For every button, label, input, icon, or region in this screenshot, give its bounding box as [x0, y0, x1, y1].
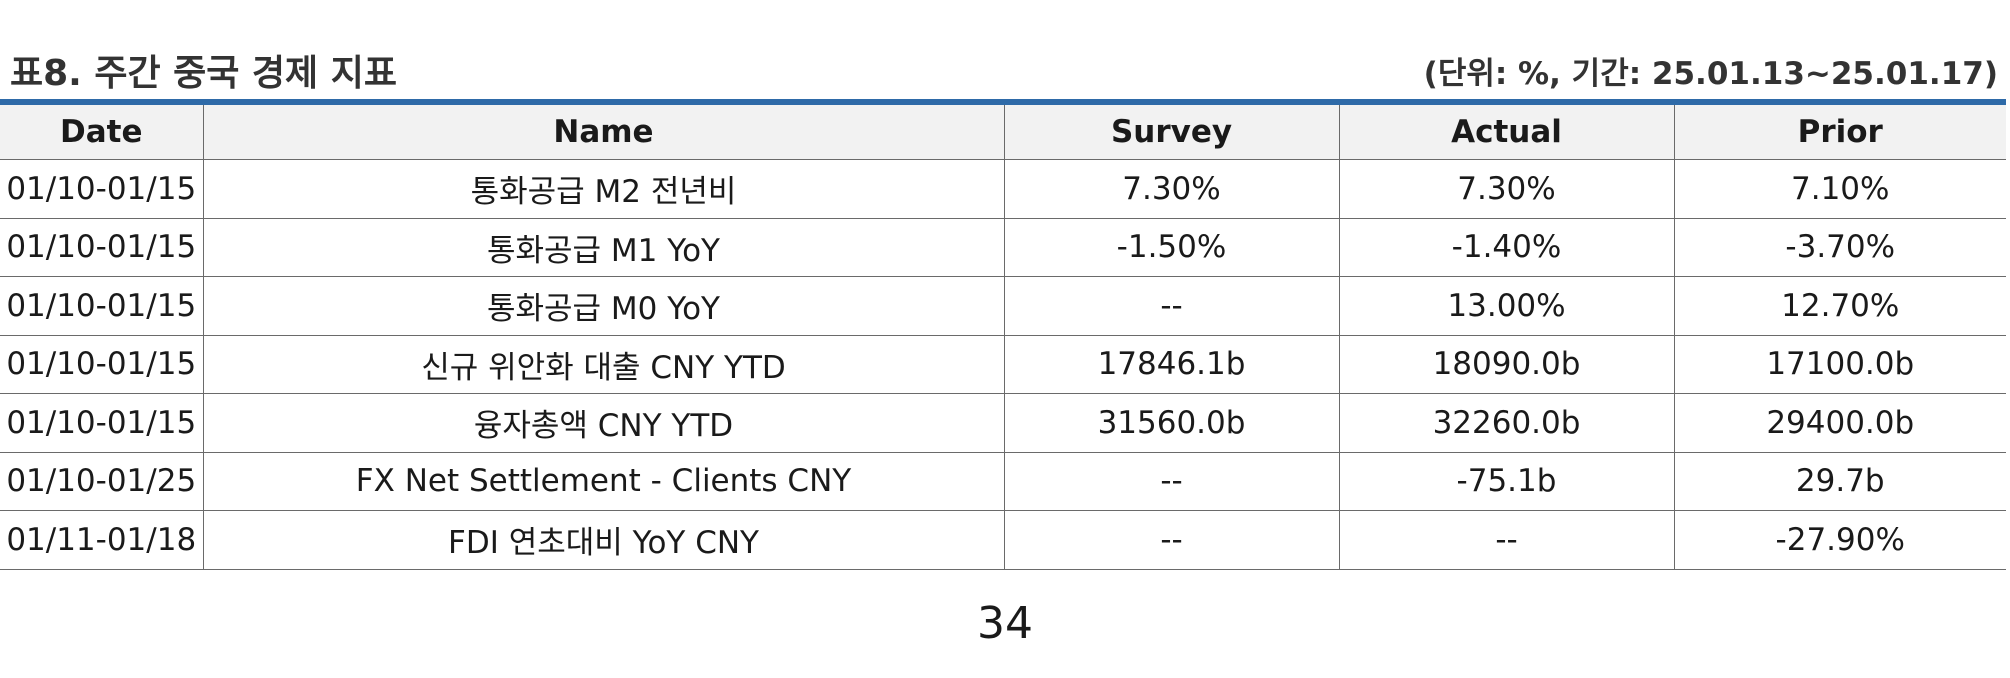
table-header-row: Date Name Survey Actual Prior: [0, 105, 2006, 160]
table-title: 표8. 주간 중국 경제 지표: [10, 53, 397, 94]
cell-survey: -1.50%: [1003, 217, 1340, 277]
header-survey: Survey: [1003, 105, 1340, 160]
cell-name: 통화공급 M2 전년비: [202, 159, 1005, 219]
economic-indicator-table: Date Name Survey Actual Prior 01/10-01/1…: [0, 105, 2006, 570]
header-date: Date: [0, 105, 204, 160]
table-row: 01/10-01/15 통화공급 M2 전년비 7.30% 7.30% 7.10…: [0, 159, 2006, 219]
cell-prior: 29.7b: [1673, 451, 2006, 511]
unit-note: (단위: %, 기간: 25.01.13~25.01.17): [1423, 56, 1998, 92]
cell-name: 신규 위안화 대출 CNY YTD: [202, 334, 1005, 394]
cell-prior: -27.90%: [1673, 510, 2006, 570]
cell-name: 융자총액 CNY YTD: [202, 393, 1005, 453]
cell-survey: --: [1003, 276, 1340, 336]
cell-prior: 12.70%: [1673, 276, 2006, 336]
cell-survey: 17846.1b: [1003, 334, 1340, 394]
cell-prior: 29400.0b: [1673, 393, 2006, 453]
cell-name: 통화공급 M0 YoY: [202, 276, 1005, 336]
cell-name: FX Net Settlement - Clients CNY: [202, 451, 1005, 511]
cell-prior: 17100.0b: [1673, 334, 2006, 394]
cell-actual: 18090.0b: [1338, 334, 1675, 394]
cell-actual: -1.40%: [1338, 217, 1675, 277]
table-row: 01/10-01/15 신규 위안화 대출 CNY YTD 17846.1b 1…: [0, 334, 2006, 394]
cell-date: 01/11-01/18: [0, 510, 204, 570]
header-actual: Actual: [1338, 105, 1675, 160]
table-title-row: 표8. 주간 중국 경제 지표 (단위: %, 기간: 25.01.13~25.…: [0, 38, 2006, 94]
table-row: 01/11-01/18 FDI 연초대비 YoY CNY -- -- -27.9…: [0, 510, 2006, 570]
cell-prior: -3.70%: [1673, 217, 2006, 277]
cell-date: 01/10-01/15: [0, 159, 204, 219]
cell-name: FDI 연초대비 YoY CNY: [202, 510, 1005, 570]
cell-survey: --: [1003, 510, 1340, 570]
cell-date: 01/10-01/15: [0, 334, 204, 394]
cell-date: 01/10-01/15: [0, 276, 204, 336]
cell-actual: 13.00%: [1338, 276, 1675, 336]
cell-actual: 32260.0b: [1338, 393, 1675, 453]
cell-actual: -75.1b: [1338, 451, 1675, 511]
header-prior: Prior: [1673, 105, 2006, 160]
indicator-table-wrapper: Date Name Survey Actual Prior 01/10-01/1…: [0, 99, 2006, 570]
cell-survey: --: [1003, 451, 1340, 511]
header-name: Name: [202, 105, 1005, 160]
table-top-rule: [0, 99, 2006, 105]
page-number: 34: [977, 598, 1033, 649]
table-row: 01/10-01/15 융자총액 CNY YTD 31560.0b 32260.…: [0, 393, 2006, 453]
cell-actual: 7.30%: [1338, 159, 1675, 219]
cell-prior: 7.10%: [1673, 159, 2006, 219]
table-row: 01/10-01/15 통화공급 M0 YoY -- 13.00% 12.70%: [0, 276, 2006, 336]
cell-survey: 7.30%: [1003, 159, 1340, 219]
cell-date: 01/10-01/25: [0, 451, 204, 511]
cell-actual: --: [1338, 510, 1675, 570]
cell-name: 통화공급 M1 YoY: [202, 217, 1005, 277]
table-row: 01/10-01/15 통화공급 M1 YoY -1.50% -1.40% -3…: [0, 217, 2006, 277]
cell-date: 01/10-01/15: [0, 217, 204, 277]
cell-survey: 31560.0b: [1003, 393, 1340, 453]
cell-date: 01/10-01/15: [0, 393, 204, 453]
table-row: 01/10-01/25 FX Net Settlement - Clients …: [0, 451, 2006, 511]
